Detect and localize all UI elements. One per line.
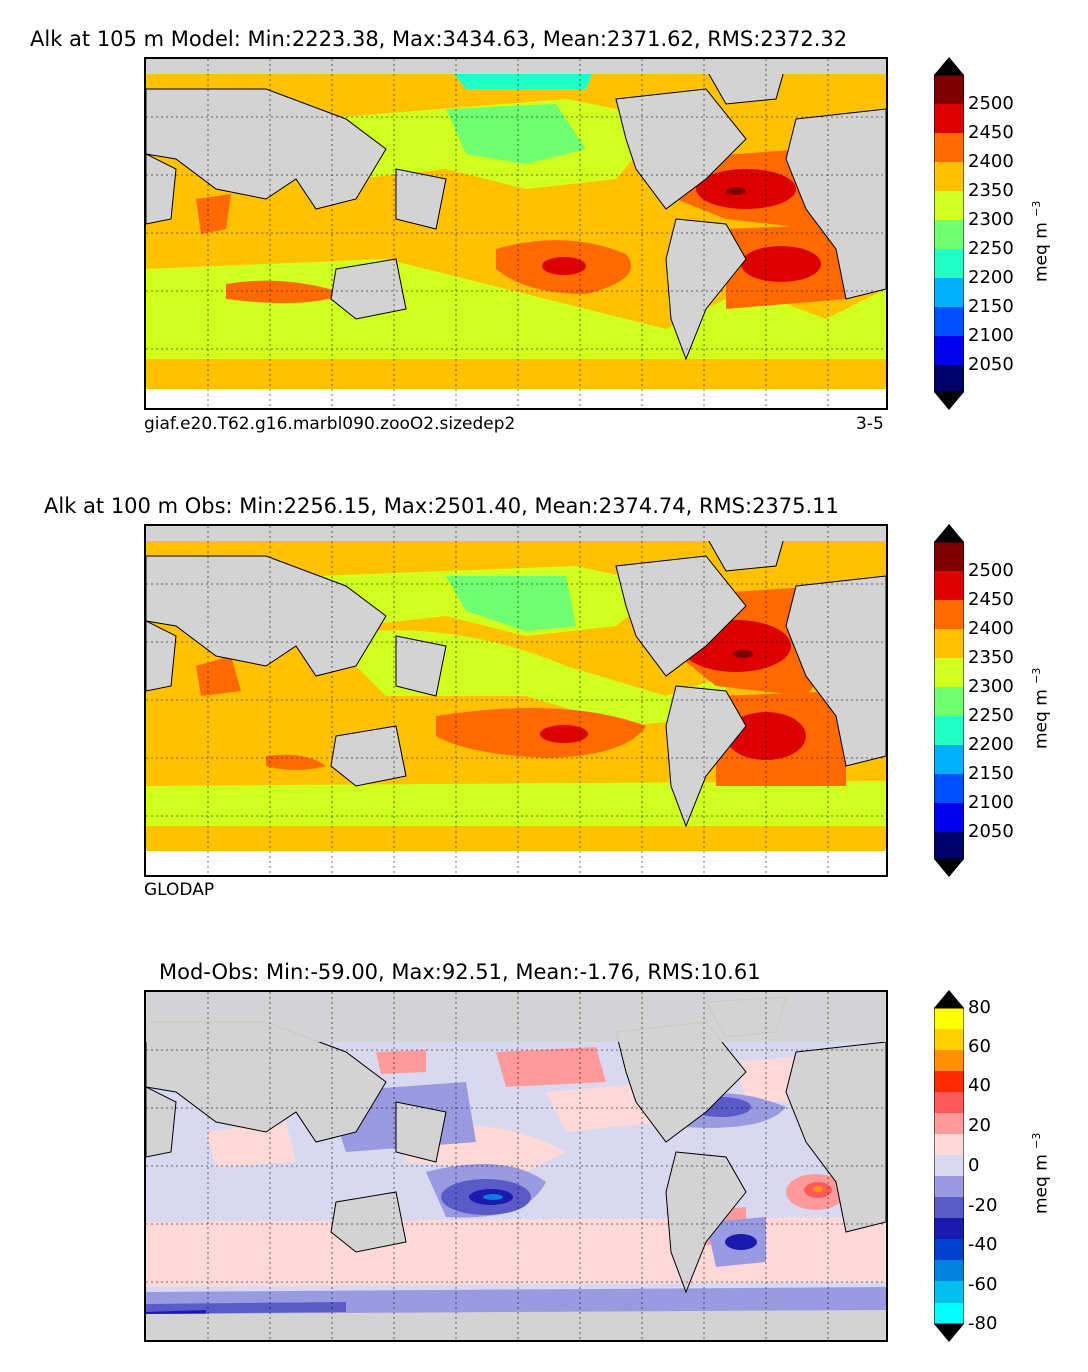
panel1-tick: 2050 [968, 354, 1014, 375]
panel1-title: Alk at 105 m Model: Min:2223.38, Max:343… [30, 27, 848, 51]
panel1-tick: 2500 [968, 93, 1014, 114]
panel3-tick: 0 [968, 1155, 980, 1176]
panel3-map [144, 990, 888, 1342]
panel3-tick: -20 [968, 1195, 998, 1216]
panel1-years-label: 3-5 [856, 414, 884, 434]
panel2-colorbar [933, 524, 965, 877]
panel1-tick: 2400 [968, 151, 1014, 172]
panel2-tick: 2300 [968, 676, 1014, 697]
panel3-tick: 20 [968, 1115, 991, 1136]
panel3-unit-label: meq m −3 [1030, 1132, 1052, 1214]
panel2-tick: 2150 [968, 763, 1014, 784]
panel2-tick: 2400 [968, 618, 1014, 639]
panel2-tick: 2250 [968, 705, 1014, 726]
panel3-tick: -80 [968, 1313, 998, 1334]
panel1-map [144, 57, 888, 410]
panel2-tick: 2450 [968, 589, 1014, 610]
panel3-tick: -60 [968, 1274, 998, 1295]
panel3-colorbar [933, 990, 965, 1342]
panel2-map [144, 524, 888, 877]
panel2-source-label: GLODAP [144, 880, 215, 900]
panel2-unit-label: meq m −3 [1030, 667, 1052, 749]
panel1-tick: 2150 [968, 296, 1014, 317]
panel1-tick: 2200 [968, 267, 1014, 288]
panel1-tick: 2450 [968, 122, 1014, 143]
panel1-colorbar [933, 57, 965, 410]
panel1-case-label: giaf.e20.T62.g16.marbl090.zooO2.sizedep2 [144, 414, 516, 434]
panel2-tick: 2200 [968, 734, 1014, 755]
panel1-unit-label: meq m −3 [1030, 200, 1052, 282]
panel3-tick: -40 [968, 1234, 998, 1255]
panel3-tick: 80 [968, 997, 991, 1018]
panel2-tick: 2350 [968, 647, 1014, 668]
panel2-tick: 2100 [968, 792, 1014, 813]
panel2-tick: 2500 [968, 560, 1014, 581]
panel3-tick: 60 [968, 1036, 991, 1057]
panel1-tick: 2300 [968, 209, 1014, 230]
panel3-tick: 40 [968, 1075, 991, 1096]
panel1-tick: 2100 [968, 325, 1014, 346]
panel3-title: Mod-Obs: Min:-59.00, Max:92.51, Mean:-1.… [159, 960, 761, 984]
panel2-title: Alk at 100 m Obs: Min:2256.15, Max:2501.… [44, 494, 839, 518]
panel1-tick: 2250 [968, 238, 1014, 259]
panel2-tick: 2050 [968, 821, 1014, 842]
panel1-tick: 2350 [968, 180, 1014, 201]
